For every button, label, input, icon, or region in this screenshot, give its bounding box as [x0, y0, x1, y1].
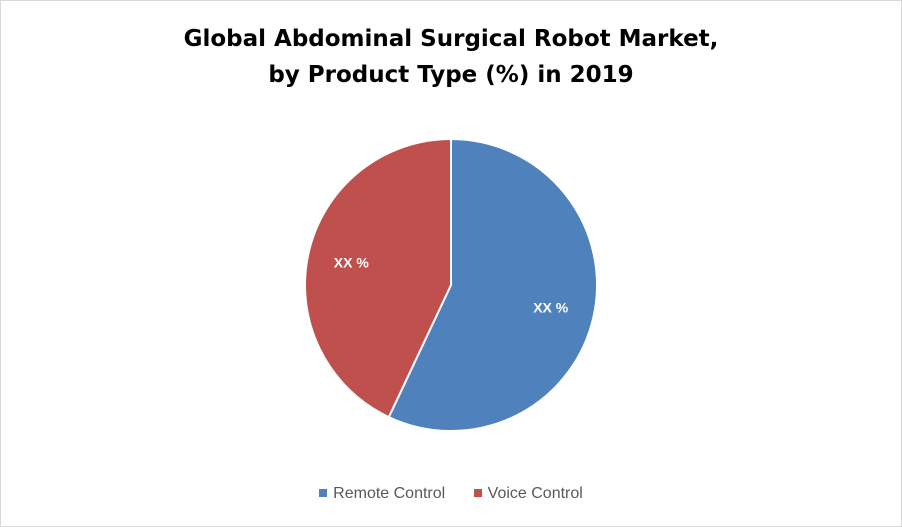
- legend-swatch-voice-control: [473, 489, 482, 497]
- chart-title-line-1: Global Abdominal Surgical Robot Market,: [183, 26, 719, 52]
- chart-title-line-2: by Product Type (%) in 2019: [268, 62, 634, 88]
- data-label-voice-control: XX %: [334, 255, 370, 271]
- pie-slice-remote-control: [387, 138, 598, 432]
- legend-item-remote-control: Remote Control: [319, 485, 445, 503]
- data-label-remote-control: XX %: [533, 299, 569, 315]
- legend-label-voice-control: Voice Control: [487, 485, 583, 502]
- legend-label-remote-control: Remote Control: [333, 485, 446, 502]
- legend: Remote Control Voice Control: [1, 485, 901, 503]
- chart-title: Global Abdominal Surgical Robot Market, …: [1, 21, 901, 93]
- legend-item-voice-control: Voice Control: [473, 485, 583, 503]
- pie-slice-voice-control: [304, 138, 452, 419]
- legend-swatch-remote-control: [319, 489, 328, 497]
